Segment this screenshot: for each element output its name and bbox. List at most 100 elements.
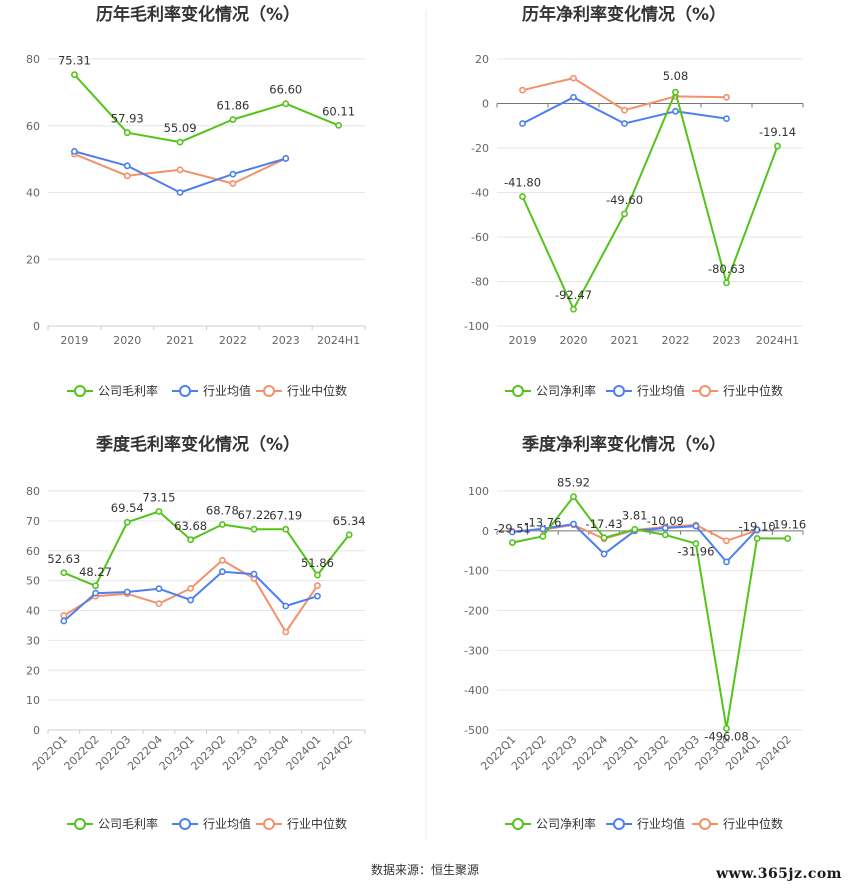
legend-marker — [263, 818, 275, 830]
data-point — [519, 120, 526, 127]
data-point — [661, 531, 669, 539]
data-point — [123, 172, 131, 180]
y-tick-label: -60 — [471, 231, 489, 244]
chart-annual-net-margin: 历年净利率变化情况（%） -100 -80 -60 -40 -20 0 20 2019 2020 2… — [464, 4, 804, 398]
x-tick-label: 2020 — [560, 334, 588, 347]
data-point — [60, 569, 68, 577]
data-label: 68.78 — [206, 504, 239, 518]
legend-label: 行业中位数 — [723, 383, 783, 398]
data-point — [60, 612, 68, 619]
data-point — [314, 592, 321, 600]
y-tick-label: 0 — [33, 320, 40, 333]
data-point — [621, 210, 628, 218]
data-point — [176, 189, 184, 196]
data-point — [723, 115, 730, 123]
data-point — [155, 585, 163, 593]
data-point — [187, 536, 195, 544]
x-tick-label: 2024Q2 — [315, 733, 355, 773]
legend-marker — [699, 385, 711, 397]
data-point — [570, 93, 577, 101]
data-point — [187, 584, 195, 592]
data-point — [723, 93, 730, 101]
data-point — [570, 305, 577, 313]
series-line — [521, 91, 779, 311]
data-point — [692, 522, 700, 530]
series-line — [512, 495, 788, 730]
y-tick-label: 20 — [475, 53, 489, 66]
data-point — [723, 725, 730, 732]
data-label: 5.08 — [663, 69, 689, 83]
data-point — [600, 550, 608, 558]
data-label: -31.96 — [677, 545, 714, 559]
data-point — [570, 493, 577, 501]
legend-marker — [699, 818, 711, 830]
y-tick-label: 80 — [26, 53, 40, 66]
data-point — [92, 589, 99, 597]
data-label: 67.22 — [238, 508, 271, 522]
data-point — [60, 617, 68, 625]
data-label: -19.10 — [739, 519, 776, 533]
y-tick-label: 60 — [26, 545, 40, 558]
data-label: 61.86 — [216, 99, 249, 113]
legend-marker — [74, 385, 86, 397]
legend-label: 公司毛利率 — [98, 383, 158, 398]
data-point — [71, 71, 78, 79]
legend-label: 行业均值 — [203, 816, 251, 831]
x-tick-label: 2024H1 — [317, 334, 360, 347]
data-label: 66.60 — [269, 83, 302, 97]
y-tick-label: -500 — [464, 724, 489, 737]
x-tick-label: 2022 — [219, 334, 247, 347]
y-tick-label: 80 — [26, 485, 40, 498]
data-label: 73.15 — [142, 490, 175, 504]
data-label: -10.09 — [647, 514, 684, 528]
data-point — [508, 528, 516, 536]
legend-label: 公司毛利率 — [98, 816, 158, 831]
data-point — [123, 518, 131, 526]
data-point — [774, 142, 781, 150]
x-tick-label: 2024H1 — [756, 334, 799, 347]
data-label: 65.34 — [333, 514, 366, 528]
x-tick-label: 2019 — [509, 334, 537, 347]
data-point — [123, 162, 131, 170]
data-point — [250, 525, 258, 533]
y-tick-label: -20 — [471, 142, 489, 155]
chart-title: 季度净利率变化情况（%） — [522, 434, 726, 455]
data-point — [519, 86, 526, 94]
data-label: 60.11 — [322, 104, 355, 118]
legend-marker — [179, 818, 191, 830]
data-point — [570, 74, 577, 82]
data-point — [621, 106, 628, 114]
data-point — [539, 532, 547, 540]
data-point — [335, 121, 342, 129]
data-point — [123, 129, 131, 137]
data-point — [229, 116, 237, 123]
data-label: 51.86 — [301, 556, 334, 570]
data-label: -49.60 — [606, 193, 643, 207]
data-point — [723, 537, 730, 545]
data-label: -19.14 — [759, 125, 796, 139]
y-tick-label: 10 — [26, 694, 40, 707]
data-point — [600, 534, 608, 542]
data-point — [155, 600, 163, 608]
chart-title: 季度毛利率变化情况（%） — [96, 434, 300, 455]
data-point — [176, 166, 184, 174]
series-line — [73, 74, 339, 144]
data-point — [661, 524, 669, 532]
legend-marker — [263, 385, 275, 397]
data-label: 85.92 — [557, 476, 590, 490]
data-point — [229, 170, 237, 178]
data-label: 69.54 — [111, 501, 144, 515]
y-tick-label: 20 — [26, 664, 40, 677]
y-tick-label: 40 — [26, 605, 40, 618]
data-point — [282, 155, 290, 162]
data-point — [753, 526, 761, 534]
x-tick-label: 2023 — [272, 334, 300, 347]
data-point — [282, 100, 290, 108]
x-tick-label: 2021 — [166, 334, 194, 347]
x-tick-label: 2019 — [60, 334, 88, 347]
legend-label: 行业均值 — [637, 816, 685, 831]
data-point — [314, 571, 321, 579]
chart-quarterly-gross-margin: 季度毛利率变化情况（%）010203040506070802022Q12022Q… — [26, 434, 366, 831]
legend-label: 行业中位数 — [287, 383, 347, 398]
legend-label: 公司净利率 — [536, 816, 596, 831]
